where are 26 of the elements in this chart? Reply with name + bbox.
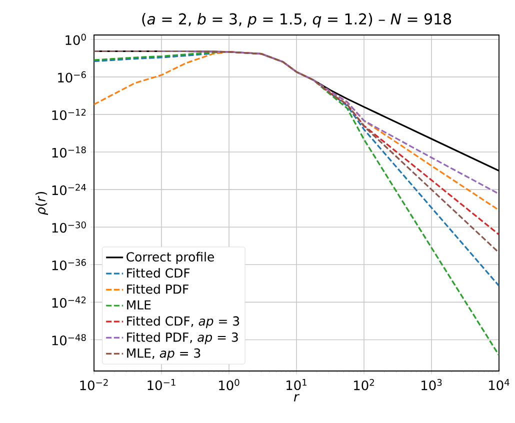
legend-label: Correct profile	[126, 252, 214, 264]
legend-label: MLE, ap = 3	[127, 348, 200, 360]
x-tick-label: 10$^{0}$	[219, 379, 240, 390]
y-tick-label: 10$^{0}$	[66, 34, 86, 46]
y-tick-label: 10$^{−36}$	[52, 259, 86, 270]
legend-label: Fitted CDF, ap = 3	[127, 316, 240, 328]
legend-label: Fitted CDF	[127, 268, 190, 278]
legend-label: Fitted PDF, ap = 3	[127, 332, 238, 344]
y-tick-label: 10$^{−12}$	[52, 108, 86, 120]
x-tick-label: 10$^{2}$	[354, 379, 374, 390]
x-tick-label: 10$^{−1}$	[148, 379, 176, 390]
y-tick-label: 10$^{−24}$	[52, 184, 86, 196]
x-axis-title: r	[294, 394, 300, 402]
x-tick-label: 10$^{4}$	[489, 379, 510, 390]
legend-label: MLE	[127, 300, 151, 310]
legend-label: Fitted PDF	[127, 284, 188, 294]
x-tick-label: 10$^{−2}$	[80, 379, 108, 390]
y-axis-title: ρ(r)	[36, 192, 48, 215]
x-tick-label: 10$^{3}$	[422, 379, 442, 390]
y-tick-label: 10$^{−48}$	[52, 334, 86, 346]
y-tick-label: 10$^{−6}$	[58, 71, 86, 83]
y-tick-label: 10$^{−30}$	[52, 221, 86, 233]
y-tick-label: 10$^{−42}$	[52, 296, 86, 308]
x-tick-label: 10$^{1}$	[286, 379, 307, 390]
y-tick-label: 10$^{−18}$	[52, 146, 86, 158]
chart-title: (a = 2, b = 3, p = 1.5, q = 1.2) – N = 918	[142, 13, 452, 28]
